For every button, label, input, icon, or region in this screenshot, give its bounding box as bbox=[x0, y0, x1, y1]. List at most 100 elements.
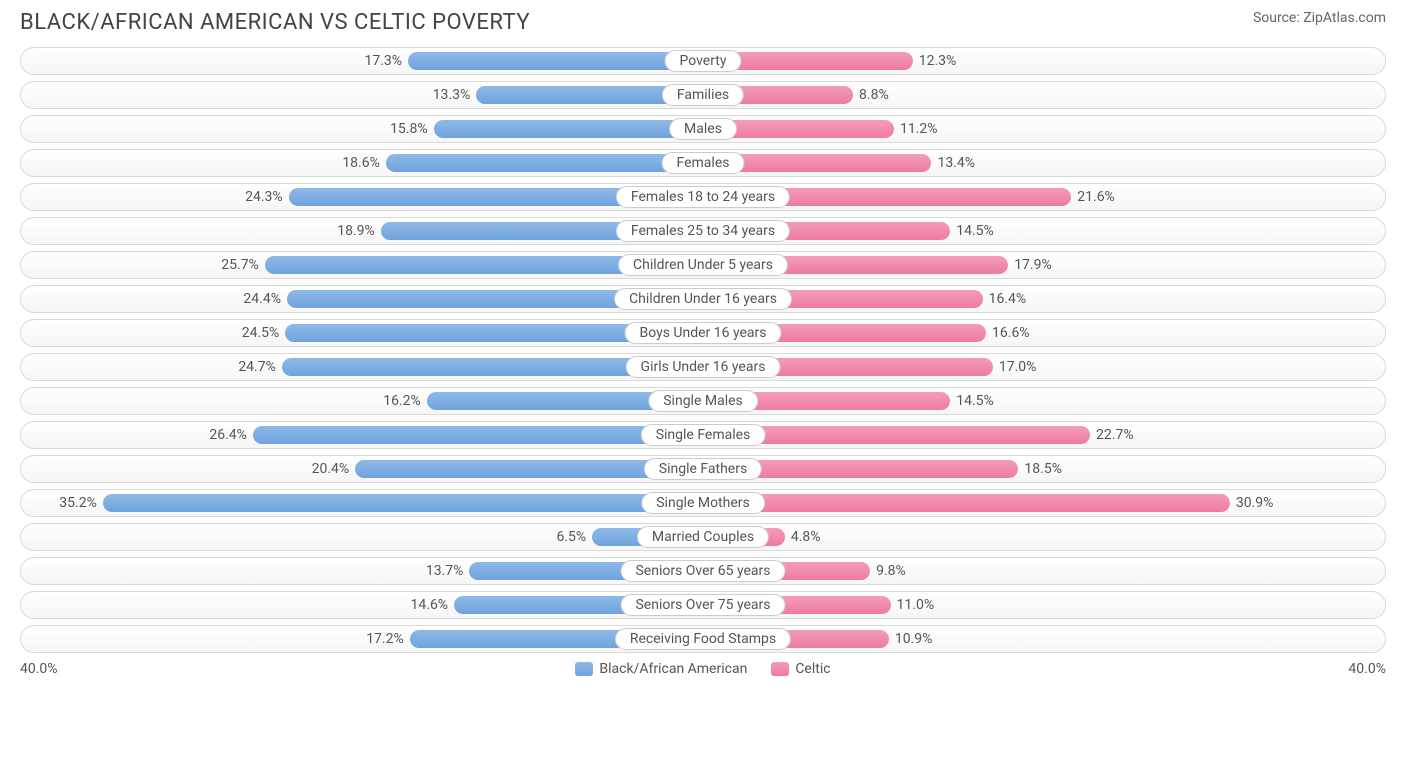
chart-row: 24.7%17.0%Girls Under 16 years bbox=[20, 353, 1386, 381]
row-right-half: 11.2% bbox=[703, 116, 1385, 142]
row-left-half: 17.2% bbox=[21, 626, 703, 652]
legend-item-left: Black/African American bbox=[575, 661, 747, 677]
left-value-label: 18.6% bbox=[342, 155, 380, 171]
row-left-half: 20.4% bbox=[21, 456, 703, 482]
category-label: Girls Under 16 years bbox=[626, 356, 781, 378]
category-label: Receiving Food Stamps bbox=[615, 628, 791, 650]
row-left-half: 24.3% bbox=[21, 184, 703, 210]
category-label: Boys Under 16 years bbox=[624, 322, 781, 344]
chart-row: 20.4% 18.5% Single Fathers bbox=[20, 455, 1386, 483]
row-right-half: 16.6% bbox=[703, 320, 1385, 346]
legend-label-right: Celtic bbox=[795, 661, 830, 677]
left-value-label: 17.3% bbox=[364, 53, 402, 69]
category-label: Families bbox=[662, 84, 744, 106]
left-value-label: 17.2% bbox=[366, 631, 404, 647]
chart-row: 24.3% 21.6%Females 18 to 24 years bbox=[20, 183, 1386, 211]
right-value-label: 12.3% bbox=[919, 53, 957, 69]
right-value-label: 10.9% bbox=[895, 631, 933, 647]
row-right-half: 22.7% bbox=[703, 422, 1385, 448]
row-right-half: 9.8% bbox=[703, 558, 1385, 584]
row-right-half: 21.6% bbox=[703, 184, 1385, 210]
row-left-half: 25.7% bbox=[21, 252, 703, 278]
left-value-label: 24.3% bbox=[245, 189, 283, 205]
row-right-half: 17.0% bbox=[703, 354, 1385, 380]
row-left-half: 6.5% bbox=[21, 524, 703, 550]
chart-row: 24.5% 16.6%Boys Under 16 years bbox=[20, 319, 1386, 347]
chart-row: 24.4%16.4%Children Under 16 years bbox=[20, 285, 1386, 313]
category-label: Single Fathers bbox=[644, 458, 762, 480]
category-label: Single Males bbox=[648, 390, 758, 412]
row-right-half: 10.9% bbox=[703, 626, 1385, 652]
row-left-half: 13.3% bbox=[21, 82, 703, 108]
left-value-label: 15.8% bbox=[390, 121, 428, 137]
legend-swatch-pink bbox=[771, 662, 789, 676]
right-value-label: 18.5% bbox=[1024, 461, 1062, 477]
left-value-label: 24.5% bbox=[242, 325, 280, 341]
chart-row: 14.6%11.0%Seniors Over 75 years bbox=[20, 591, 1386, 619]
chart-row: 18.9% 14.5% Females 25 to 34 years bbox=[20, 217, 1386, 245]
chart-row: 25.7% 17.9% Children Under 5 years bbox=[20, 251, 1386, 279]
right-value-label: 14.5% bbox=[956, 393, 994, 409]
category-label: Females bbox=[662, 152, 745, 174]
chart-row: 6.5%4.8%Married Couples bbox=[20, 523, 1386, 551]
left-bar bbox=[103, 494, 703, 512]
legend-label-left: Black/African American bbox=[599, 661, 747, 677]
row-left-half: 15.8% bbox=[21, 116, 703, 142]
chart-row: 35.2%30.9%Single Mothers bbox=[20, 489, 1386, 517]
row-right-half: 11.0% bbox=[703, 592, 1385, 618]
category-label: Children Under 5 years bbox=[618, 254, 788, 276]
row-left-half: 24.5% bbox=[21, 320, 703, 346]
category-label: Males bbox=[669, 118, 737, 140]
chart-row: 13.7%9.8%Seniors Over 65 years bbox=[20, 557, 1386, 585]
row-left-half: 18.9% bbox=[21, 218, 703, 244]
row-right-half: 30.9% bbox=[703, 490, 1385, 516]
chart-rows: 17.3%12.3%Poverty13.3%8.8%Families15.8%1… bbox=[20, 47, 1386, 653]
left-bar bbox=[434, 120, 703, 138]
category-label: Seniors Over 65 years bbox=[620, 560, 785, 582]
legend: Black/African American Celtic bbox=[575, 661, 830, 677]
left-value-label: 26.4% bbox=[209, 427, 247, 443]
left-value-label: 35.2% bbox=[59, 495, 97, 511]
chart-row: 13.3% 8.8% Families bbox=[20, 81, 1386, 109]
category-label: Poverty bbox=[664, 50, 741, 72]
axis-max-right: 40.0% bbox=[1348, 661, 1386, 677]
row-right-half: 18.5% bbox=[703, 456, 1385, 482]
right-value-label: 14.5% bbox=[956, 223, 994, 239]
category-label: Females 18 to 24 years bbox=[616, 186, 790, 208]
category-label: Females 25 to 34 years bbox=[616, 220, 790, 242]
chart-source: Source: ZipAtlas.com bbox=[1253, 10, 1386, 26]
row-left-half: 14.6% bbox=[21, 592, 703, 618]
right-bar bbox=[703, 494, 1230, 512]
chart-row: 17.3% 12.3% Poverty bbox=[20, 47, 1386, 75]
row-right-half: 4.8% bbox=[703, 524, 1385, 550]
row-right-half: 12.3% bbox=[703, 48, 1385, 74]
right-value-label: 17.0% bbox=[999, 359, 1037, 375]
left-value-label: 16.2% bbox=[383, 393, 421, 409]
left-value-label: 14.6% bbox=[411, 597, 449, 613]
row-right-half: 14.5% bbox=[703, 218, 1385, 244]
left-value-label: 13.3% bbox=[433, 87, 471, 103]
chart-row: 17.2% 10.9% Receiving Food Stamps bbox=[20, 625, 1386, 653]
row-right-half: 17.9% bbox=[703, 252, 1385, 278]
row-left-half: 18.6% bbox=[21, 150, 703, 176]
chart-row: 16.2% 14.5% Single Males bbox=[20, 387, 1386, 415]
row-left-half: 13.7% bbox=[21, 558, 703, 584]
legend-swatch-blue bbox=[575, 662, 593, 676]
chart-footer: 40.0% Black/African American Celtic 40.0… bbox=[20, 661, 1386, 677]
row-left-half: 16.2% bbox=[21, 388, 703, 414]
category-label: Single Females bbox=[641, 424, 766, 446]
right-value-label: 8.8% bbox=[859, 87, 889, 103]
left-value-label: 20.4% bbox=[312, 461, 350, 477]
chart-row: 26.4% 22.7%Single Females bbox=[20, 421, 1386, 449]
right-value-label: 4.8% bbox=[791, 529, 821, 545]
row-left-half: 26.4% bbox=[21, 422, 703, 448]
category-label: Children Under 16 years bbox=[614, 288, 792, 310]
right-value-label: 13.4% bbox=[937, 155, 975, 171]
chart-row: 15.8% 11.2%Males bbox=[20, 115, 1386, 143]
right-value-label: 30.9% bbox=[1236, 495, 1274, 511]
row-right-half: 16.4% bbox=[703, 286, 1385, 312]
row-left-half: 24.4% bbox=[21, 286, 703, 312]
right-value-label: 11.0% bbox=[897, 597, 935, 613]
chart-row: 18.6% 13.4% Females bbox=[20, 149, 1386, 177]
right-value-label: 17.9% bbox=[1014, 257, 1052, 273]
